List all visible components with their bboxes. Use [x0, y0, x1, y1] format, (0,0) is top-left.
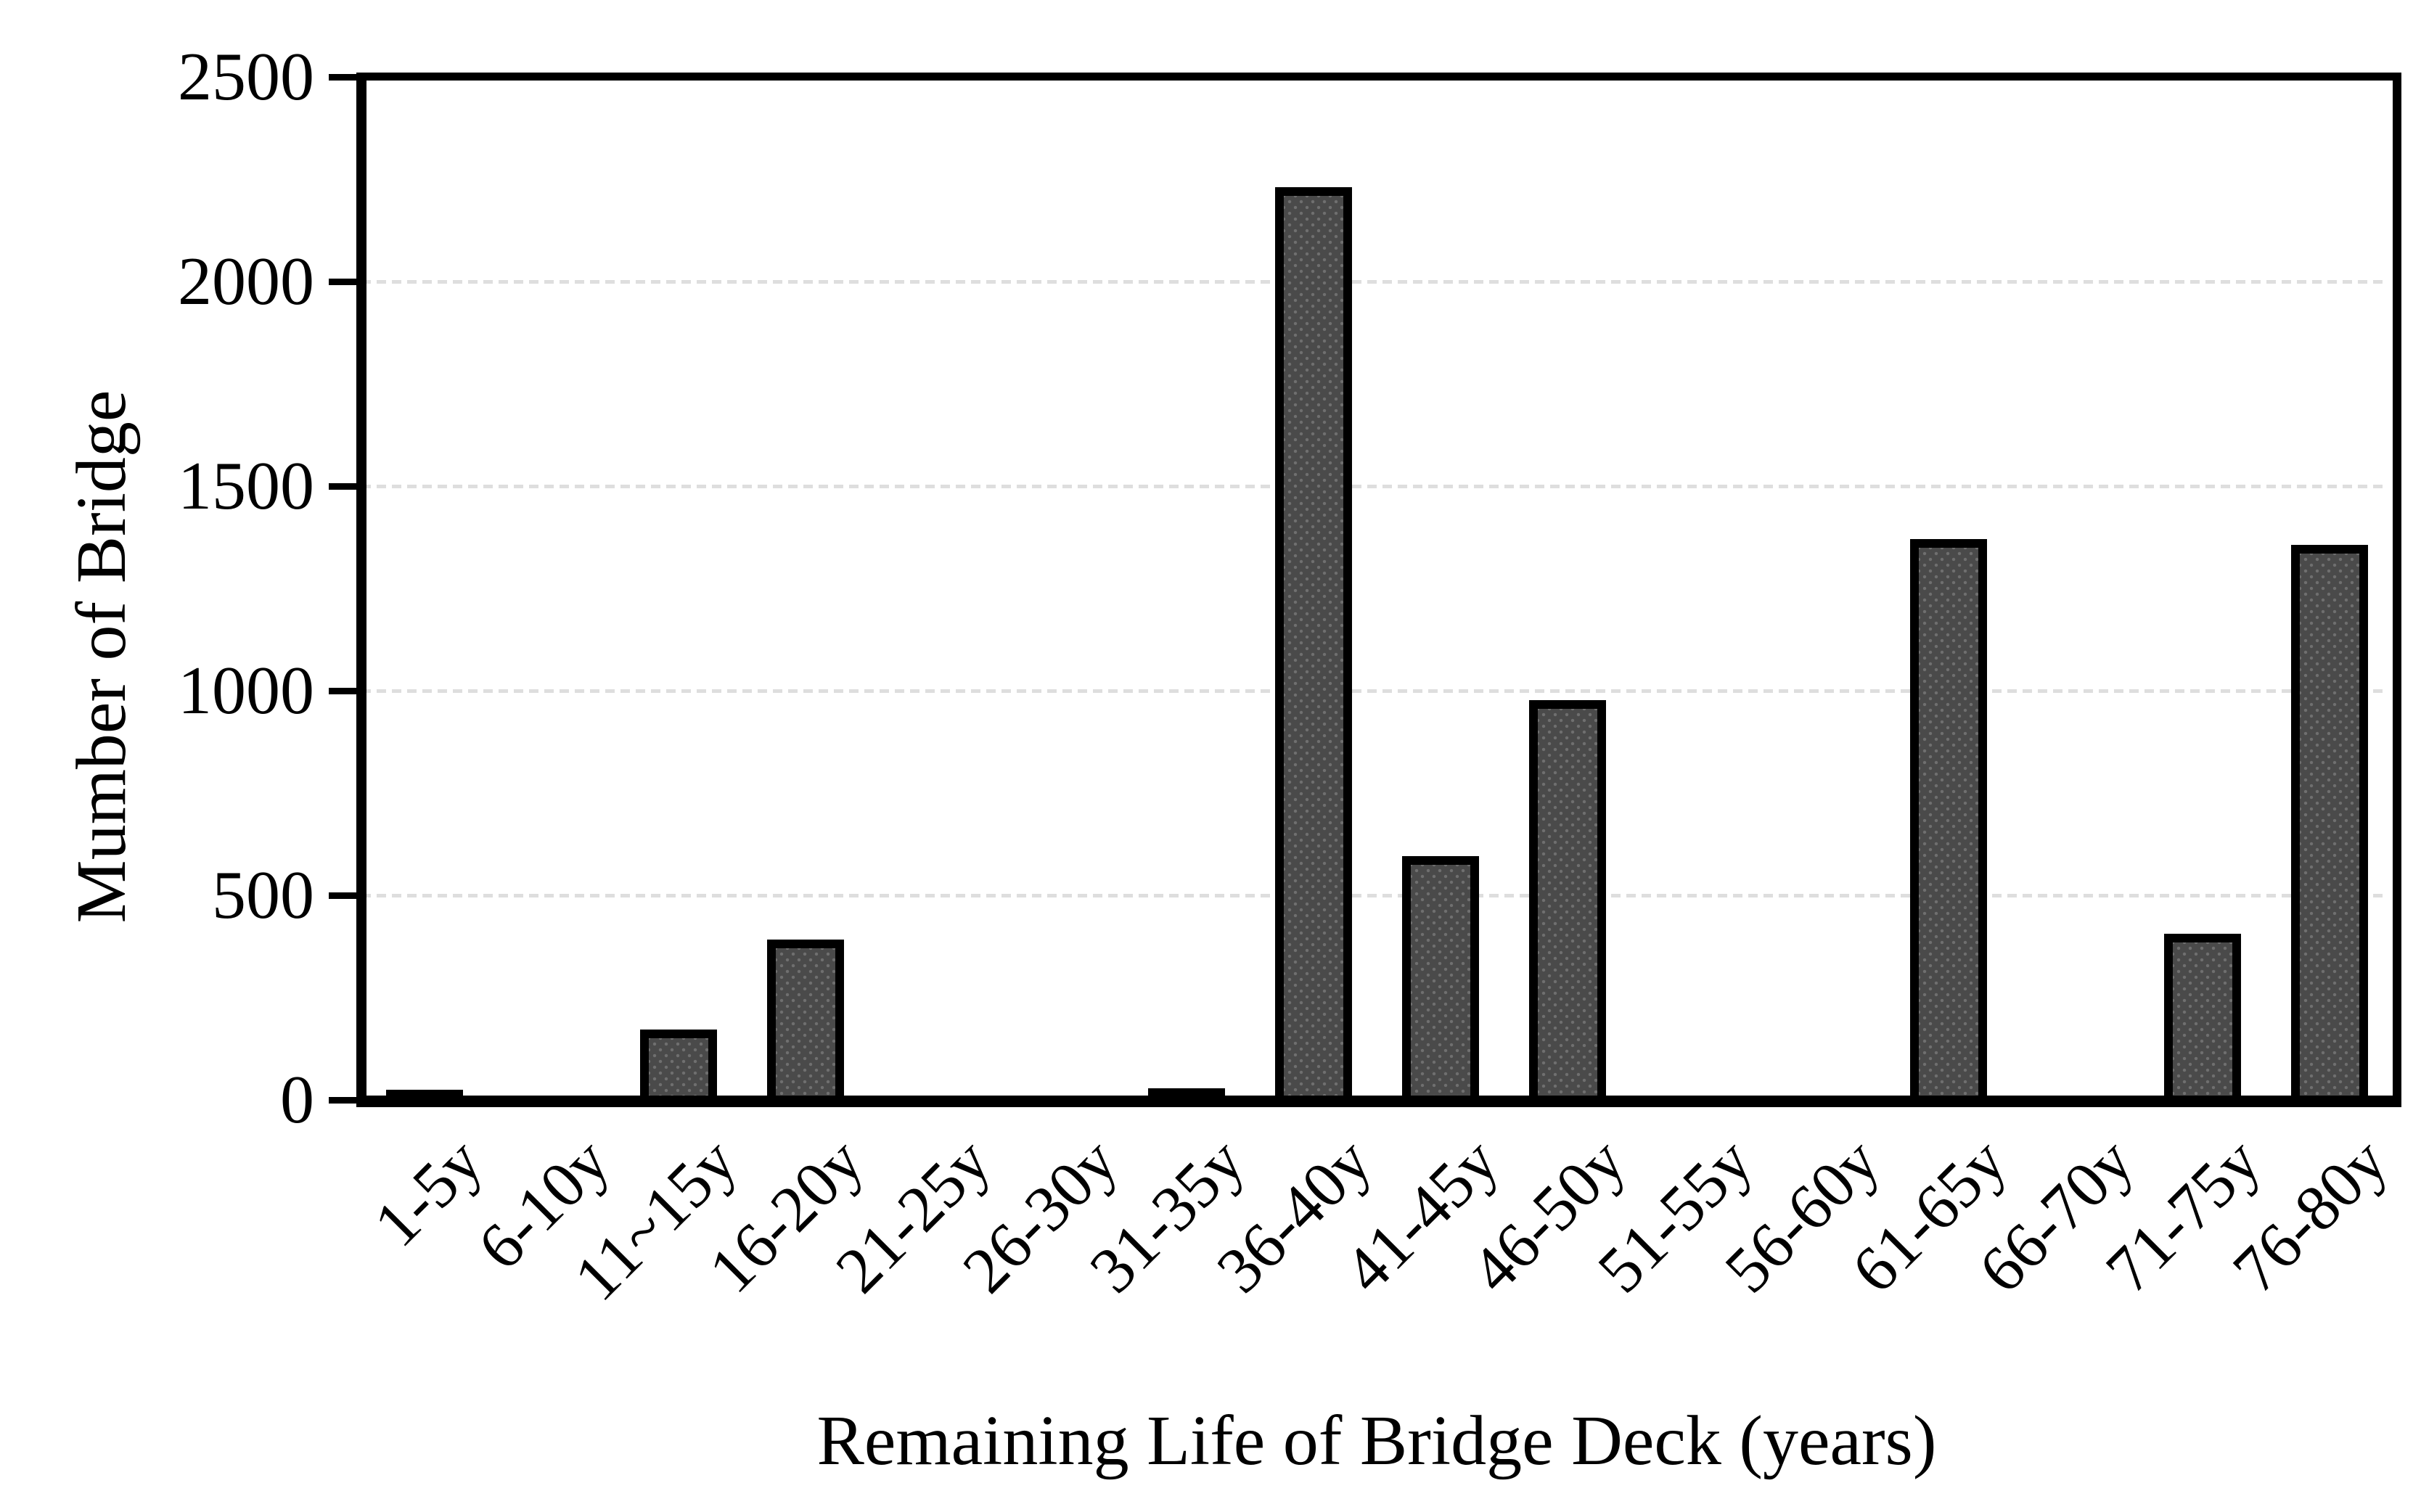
y-tick-label-1000: 1000 — [178, 653, 314, 728]
gridline-1500 — [361, 485, 2387, 488]
plot-frame — [356, 73, 2401, 1107]
y-tick-label-500: 500 — [212, 858, 314, 933]
y-tick-0 — [329, 1097, 356, 1104]
bar-11~15y — [640, 1030, 717, 1106]
y-tick-2000 — [329, 279, 356, 285]
gridline-1000 — [361, 689, 2387, 693]
y-tick-label-2000: 2000 — [178, 244, 314, 319]
y-tick-label-1500: 1500 — [178, 448, 314, 524]
y-tick-500 — [329, 892, 356, 899]
gridline-2000 — [361, 280, 2387, 284]
bar-61-65y — [1910, 539, 1987, 1106]
bar-16-20y — [767, 940, 844, 1106]
y-axis-title: Mumber of Bridge — [62, 390, 141, 924]
gridline-500 — [361, 894, 2387, 897]
y-tick-label-2500: 2500 — [178, 39, 314, 115]
bar-36-40y — [1275, 187, 1352, 1106]
y-tick-2500 — [329, 74, 356, 81]
bar-76-80y — [2291, 545, 2368, 1106]
y-tick-1000 — [329, 688, 356, 694]
y-tick-label-0: 0 — [280, 1062, 314, 1138]
bar-46-50y — [1529, 700, 1606, 1106]
bar-41-45y — [1402, 856, 1479, 1106]
x-axis-title: Remaining Life of Bridge Deck (years) — [816, 1402, 1937, 1480]
y-tick-1500 — [329, 483, 356, 490]
bar-71-75y — [2164, 934, 2241, 1106]
